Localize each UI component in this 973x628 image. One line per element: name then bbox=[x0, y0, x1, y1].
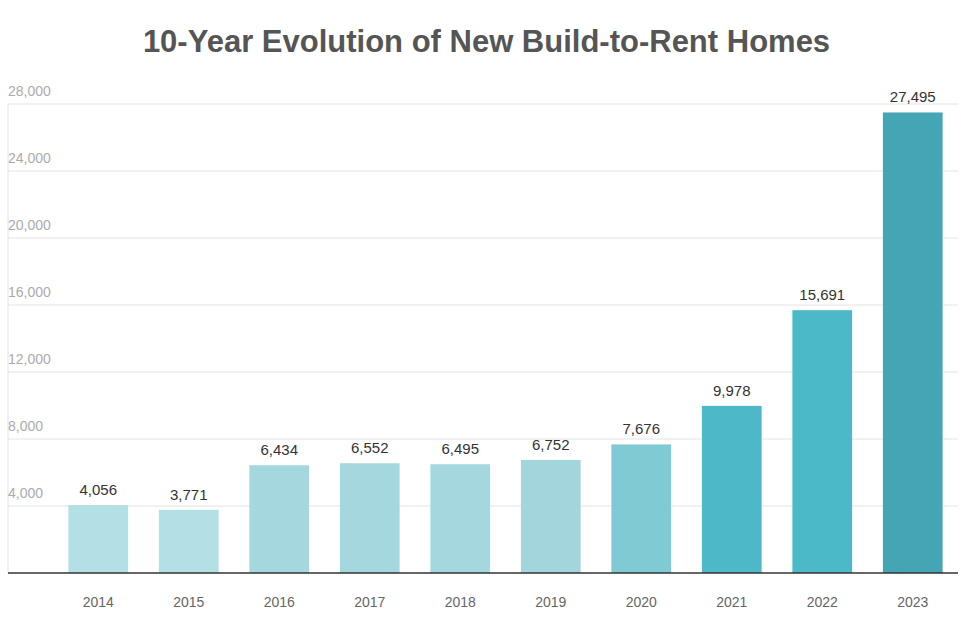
data-label: 4,056 bbox=[79, 481, 117, 498]
x-tick-label: 2015 bbox=[173, 594, 204, 610]
bar bbox=[249, 465, 309, 573]
x-tick-label: 2018 bbox=[445, 594, 476, 610]
x-tick-label: 2014 bbox=[83, 594, 114, 610]
bar bbox=[702, 406, 762, 573]
data-label: 6,434 bbox=[260, 441, 298, 458]
x-tick-label: 2022 bbox=[807, 594, 838, 610]
y-tick-label: 28,000 bbox=[8, 83, 51, 99]
x-axis-line bbox=[8, 572, 958, 574]
bars bbox=[68, 112, 942, 573]
grid-line bbox=[8, 171, 958, 172]
y-axis-line bbox=[8, 104, 9, 573]
x-tick-label: 2019 bbox=[535, 594, 566, 610]
x-tick-label: 2016 bbox=[264, 594, 295, 610]
data-label: 6,552 bbox=[351, 439, 389, 456]
y-tick-label: 4,000 bbox=[8, 485, 43, 501]
chart-container: 10-Year Evolution of New Build-to-Rent H… bbox=[0, 0, 973, 628]
data-label: 27,495 bbox=[890, 88, 936, 105]
x-tick-label: 2023 bbox=[897, 594, 928, 610]
data-label: 15,691 bbox=[799, 286, 845, 303]
grid-line bbox=[8, 238, 958, 239]
x-tick-label: 2017 bbox=[354, 594, 385, 610]
data-label: 6,752 bbox=[532, 436, 570, 453]
x-tick-label: 2021 bbox=[716, 594, 747, 610]
x-tick-label: 2020 bbox=[626, 594, 657, 610]
bar bbox=[611, 444, 671, 573]
grid-line bbox=[8, 305, 958, 306]
bar bbox=[792, 310, 852, 573]
y-tick-label: 12,000 bbox=[8, 351, 51, 367]
bar bbox=[340, 463, 400, 573]
grid-line bbox=[8, 104, 958, 105]
bar bbox=[521, 460, 581, 573]
y-tick-label: 20,000 bbox=[8, 217, 51, 233]
data-label: 9,978 bbox=[713, 382, 751, 399]
data-label: 7,676 bbox=[622, 420, 660, 437]
y-tick-label: 8,000 bbox=[8, 418, 43, 434]
bar bbox=[159, 510, 219, 573]
bar bbox=[430, 464, 490, 573]
y-tick-label: 24,000 bbox=[8, 150, 51, 166]
bar bbox=[883, 112, 943, 573]
y-tick-label: 16,000 bbox=[8, 284, 51, 300]
data-label: 6,495 bbox=[441, 440, 479, 457]
bar bbox=[68, 505, 128, 573]
chart-svg: 10-Year Evolution of New Build-to-Rent H… bbox=[0, 0, 973, 628]
data-label: 3,771 bbox=[170, 486, 208, 503]
chart-title: 10-Year Evolution of New Build-to-Rent H… bbox=[143, 24, 830, 59]
